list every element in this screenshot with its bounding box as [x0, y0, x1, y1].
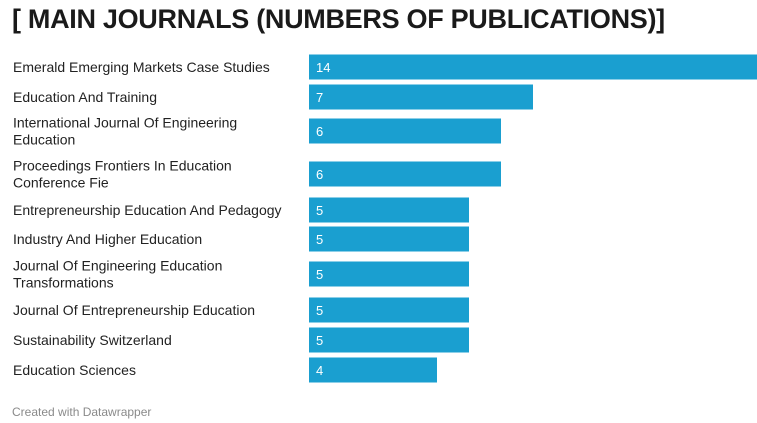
chart-title: [ MAIN JOURNALS (NUMBERS OF PUBLICATIONS… — [12, 4, 665, 34]
bar — [309, 226, 469, 252]
value-label: 5 — [316, 333, 323, 348]
value-label: 5 — [316, 267, 323, 282]
category-label: Emerald Emerging Markets Case Studies — [13, 59, 270, 75]
bar — [309, 297, 469, 323]
category-label: Journal Of Engineering Education Transfor… — [13, 258, 222, 291]
category-label: Industry And Higher Education — [13, 231, 202, 247]
footer-credit: Created with Datawrapper — [12, 405, 152, 419]
category-label: International Journal Of Engineering Educ… — [13, 115, 237, 148]
value-label: 5 — [316, 303, 323, 318]
chart-rows: Emerald Emerging Markets Case Studies 14 E… — [13, 54, 757, 383]
category-label: Proceedings Frontiers In Education Confer… — [13, 158, 232, 191]
category-label: Sustainability Switzerland — [13, 332, 172, 348]
category-label: Education Sciences — [13, 362, 136, 378]
bar — [309, 327, 469, 353]
category-label: Journal Of Entrepreneurship Education — [13, 302, 255, 318]
value-label: 6 — [316, 124, 323, 139]
category-label: Entrepreneurship Education And Pedagogy — [13, 202, 282, 218]
value-label: 14 — [316, 60, 330, 75]
bar — [309, 261, 469, 287]
bar — [309, 84, 533, 110]
value-label: 5 — [316, 232, 323, 247]
bar — [309, 54, 757, 80]
bar — [309, 357, 437, 383]
category-label: Education And Training — [13, 89, 157, 105]
bar — [309, 197, 469, 223]
bar — [309, 118, 501, 144]
value-label: 7 — [316, 90, 323, 105]
value-label: 4 — [316, 363, 323, 378]
value-label: 5 — [316, 203, 323, 218]
bar — [309, 161, 501, 187]
value-label: 6 — [316, 167, 323, 182]
